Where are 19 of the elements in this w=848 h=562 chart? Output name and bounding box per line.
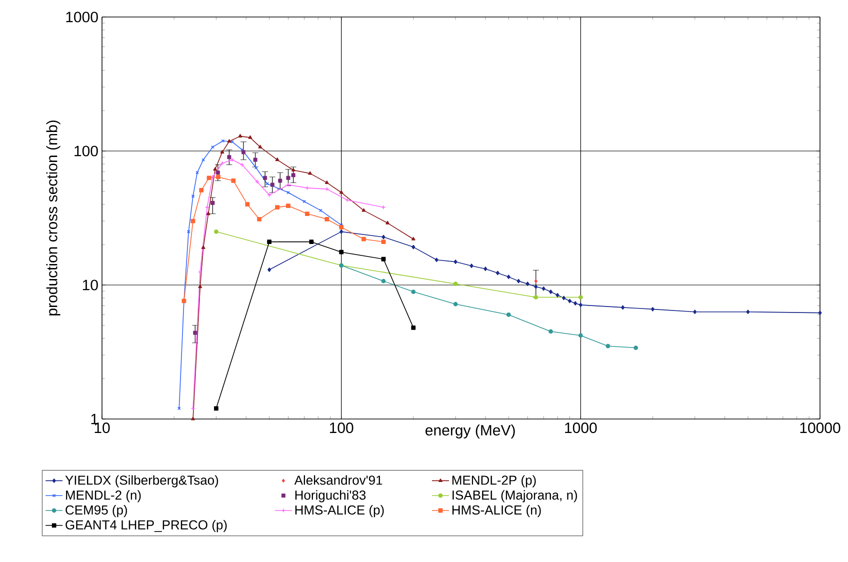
legend-label: CEM95 (p) <box>66 505 127 518</box>
legend-label: HMS-ALICE (n) <box>452 505 541 518</box>
legend-label: MENDL-2 (n) <box>66 490 141 502</box>
x-tick-label: 10 <box>94 422 110 434</box>
x-axis-title: energy (MeV) <box>426 424 515 438</box>
legend-label: YIELDX (Silberberg&Tsao) <box>65 475 218 488</box>
y-tick-label: 1000 <box>66 12 98 22</box>
legend-label: HMS-ALICE (p) <box>295 505 384 518</box>
legend-label: Aleksandrov'91 <box>294 475 382 485</box>
y-tick-label: 100 <box>74 146 98 156</box>
x-tick-label: 10000 <box>800 422 840 434</box>
x-tick-label: 100 <box>330 422 354 434</box>
legend-label: MENDL-2P (p) <box>452 475 536 488</box>
x-tick-label: 1000 <box>565 422 597 434</box>
legend-label: GEANT4 LHEP_PRECO (p) <box>66 520 227 532</box>
y-axis-title: production cross section (mb) <box>46 120 60 316</box>
legend-label: Horiguchi'83 <box>295 490 366 502</box>
legend-label: ISABEL (Majorana, n) <box>452 490 577 502</box>
y-tick-label: 10 <box>82 280 98 290</box>
